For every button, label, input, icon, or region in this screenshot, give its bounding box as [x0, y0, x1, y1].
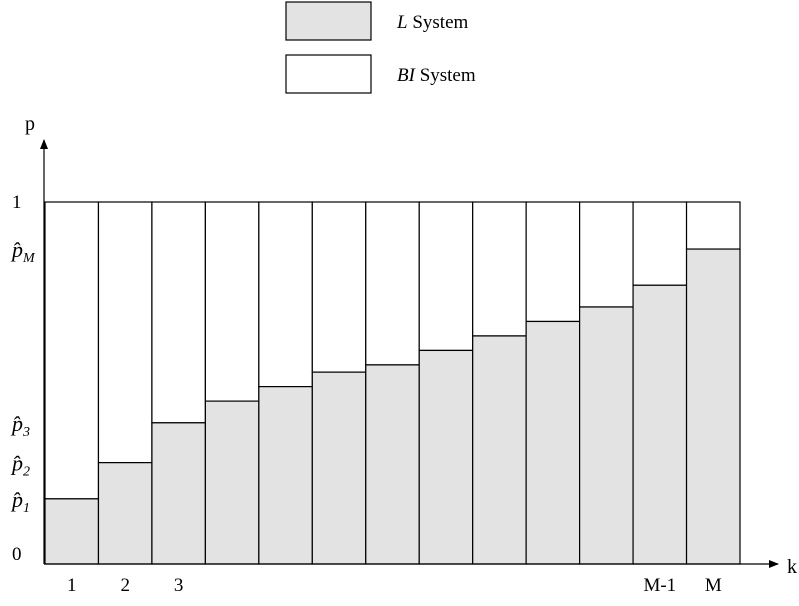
bar-bi-system-4: [204, 201, 260, 402]
bar-l-system-9: [472, 335, 527, 565]
bar-l-system-6: [311, 371, 367, 565]
x-tick-label: 3: [174, 575, 184, 596]
x-tick-label: M: [705, 575, 722, 596]
y-tick-label: 0: [12, 544, 22, 565]
y-label-p-hat: p̂2: [10, 451, 30, 480]
bar-bi-system-2: [97, 201, 153, 464]
bar-l-system-11: [579, 306, 634, 565]
bar-bi-system-1: [44, 201, 100, 500]
bar-l-system-8: [418, 349, 474, 565]
legend-label-l-system: L System: [396, 12, 469, 33]
bar-l-system-1: [44, 498, 100, 565]
bar-bi-system-6: [311, 201, 367, 373]
bar-bi-system-3: [151, 201, 206, 424]
bar-l-system-12: [632, 284, 688, 565]
bar-bi-system-8: [418, 201, 474, 352]
bar-l-system-3: [151, 422, 206, 565]
bars: [44, 201, 741, 565]
y-label-p-hat: p̂3: [10, 411, 30, 440]
y-label-p-hat: p̂1: [10, 487, 30, 516]
y-tick-label: 1: [12, 192, 22, 213]
bar-l-system-4: [204, 400, 260, 565]
bar-bi-system-5: [258, 201, 313, 388]
y-axis-title: p: [25, 113, 35, 135]
bar-l-system-10: [525, 320, 581, 565]
bar-bi-system-11: [579, 201, 634, 308]
bar-bi-system-9: [472, 201, 527, 337]
x-axis-title: k: [787, 556, 797, 578]
bar-bi-system-7: [365, 201, 420, 366]
x-tick-label: M-1: [643, 575, 676, 596]
legend: L System BI System: [285, 1, 476, 94]
bar-l-system-7: [365, 364, 420, 565]
axis-labels: 1 2 3 M-1 Mp k 0 p̂1 p̂2 p̂3 p̂M 1: [10, 113, 797, 596]
legend-swatch-bi-system: [285, 54, 372, 94]
bar-bi-system-13: [685, 201, 741, 250]
x-tick-label: 1: [67, 575, 77, 596]
x-tick-label: 2: [120, 575, 130, 596]
bar-bi-system-12: [632, 201, 688, 286]
y-label-p-hat: p̂M: [10, 237, 36, 266]
bar-l-system-5: [258, 386, 313, 565]
legend-swatch-l-system: [285, 1, 372, 41]
bar-l-system-13: [685, 248, 741, 565]
bar-l-system-2: [97, 462, 153, 565]
axes: [40, 139, 779, 568]
legend-label-bi-system: BI System: [397, 65, 476, 86]
bar-bi-system-10: [525, 201, 581, 323]
